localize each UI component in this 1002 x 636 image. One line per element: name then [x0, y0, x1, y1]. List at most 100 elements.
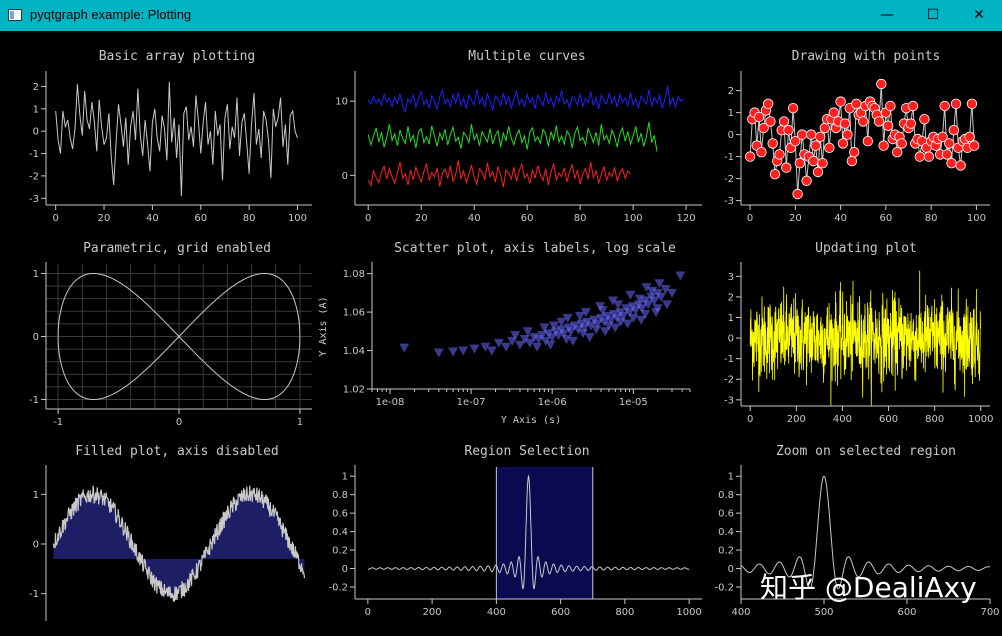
- y-tick-label: -2: [29, 171, 39, 182]
- series-line: [367, 160, 631, 188]
- series-line: [741, 475, 990, 590]
- close-button[interactable]: ✕: [973, 7, 985, 23]
- data-point: [578, 329, 589, 339]
- data-point: [448, 347, 459, 357]
- y-tick-label: 1.06: [343, 308, 365, 319]
- data-point: [765, 116, 776, 127]
- data-point: [744, 151, 756, 162]
- title-bar: pyqtgraph example: Plotting — ☐ ✕: [0, 0, 1002, 31]
- series-line: [367, 474, 690, 590]
- data-point: [778, 116, 790, 127]
- data-point: [842, 129, 853, 140]
- window-title: pyqtgraph example: Plotting: [30, 7, 192, 22]
- data-point: [641, 283, 652, 293]
- plot-title: Multiple curves: [468, 49, 585, 64]
- x-tick-label: 1: [297, 417, 303, 428]
- series-line: [367, 121, 658, 152]
- y-tick-label: 0.8: [332, 490, 348, 501]
- y-tick-label: 1: [728, 313, 734, 324]
- data-point: [556, 317, 567, 327]
- data-point: [753, 111, 765, 123]
- maximize-button[interactable]: ☐: [926, 7, 940, 23]
- data-point: [634, 294, 645, 304]
- data-point: [919, 113, 930, 125]
- data-point: [787, 102, 799, 114]
- data-point: [969, 140, 980, 151]
- data-point: [885, 100, 896, 112]
- data-point: [610, 323, 621, 333]
- watermark: 知乎 @DealiAxy: [760, 571, 977, 604]
- x-tick-label: 100: [967, 213, 986, 224]
- data-point: [783, 124, 794, 136]
- y-tick-label: -3: [724, 196, 734, 207]
- x-tick-label: 40: [468, 213, 481, 224]
- data-point: [781, 162, 792, 173]
- data-point: [876, 78, 887, 90]
- x-tick-label: 600: [897, 607, 916, 618]
- x-tick-label: 0: [747, 414, 753, 425]
- y-tick-label: 0: [33, 127, 39, 138]
- x-tick-label: 0: [52, 213, 58, 224]
- data-point: [507, 336, 518, 346]
- y-tick-label: -1: [29, 395, 39, 406]
- data-point: [941, 149, 953, 160]
- y-tick-label: -1: [29, 589, 39, 600]
- x-tick-label: 0: [365, 607, 371, 618]
- data-point: [815, 131, 826, 143]
- x-tick-label: 40: [146, 213, 159, 224]
- y-axis-label: Y Axis (A): [318, 296, 329, 356]
- x-axis-label: Y Axis (s): [501, 415, 561, 426]
- data-point: [605, 315, 616, 325]
- data-point: [545, 340, 556, 350]
- data-point: [595, 302, 606, 312]
- x-tick-label: 500: [814, 607, 833, 618]
- data-point: [501, 342, 512, 352]
- data-point: [584, 333, 595, 343]
- plot-title: Basic array plotting: [99, 49, 256, 64]
- scatter-points: [399, 271, 686, 358]
- plot-title: Region Selection: [464, 444, 589, 459]
- series-line: [57, 273, 301, 400]
- selection-region[interactable]: [496, 467, 593, 599]
- data-point: [950, 98, 962, 110]
- data-point: [522, 327, 533, 337]
- data-point: [862, 135, 874, 147]
- x-tick-label: 800: [925, 414, 944, 425]
- data-point: [618, 311, 629, 321]
- y-tick-label: 0.4: [718, 527, 734, 538]
- data-point: [622, 319, 633, 329]
- y-tick-label: 1: [728, 108, 734, 119]
- series-line: [749, 270, 981, 406]
- y-tick-label: 1: [728, 472, 734, 483]
- data-point: [625, 290, 636, 300]
- x-tick-label: 0: [747, 213, 753, 224]
- data-point: [758, 122, 769, 134]
- data-point: [486, 346, 497, 356]
- data-point: [640, 310, 651, 319]
- data-point: [882, 120, 894, 132]
- y-tick-label: 1: [33, 104, 39, 115]
- y-tick-label: 0.2: [332, 546, 348, 557]
- data-point: [650, 308, 661, 318]
- y-tick-label: -0.2: [714, 583, 734, 594]
- x-tick-label: 600: [879, 414, 898, 425]
- data-point: [647, 286, 658, 296]
- x-tick-label: 1e-05: [619, 397, 648, 408]
- y-tick-label: 0: [33, 540, 39, 551]
- data-point: [763, 98, 774, 110]
- data-point: [948, 124, 960, 136]
- data-point: [767, 138, 778, 149]
- data-point: [607, 296, 618, 306]
- data-point: [667, 288, 678, 298]
- data-point: [661, 300, 672, 310]
- x-tick-label: 600: [551, 607, 570, 618]
- x-tick-label: 60: [194, 213, 207, 224]
- data-point: [480, 342, 491, 352]
- minimize-button[interactable]: —: [880, 7, 894, 23]
- data-point: [907, 100, 919, 112]
- x-tick-label: 800: [615, 607, 634, 618]
- plot-title: Zoom on selected region: [776, 444, 956, 459]
- x-tick-label: 60: [880, 213, 893, 224]
- data-point: [592, 319, 603, 329]
